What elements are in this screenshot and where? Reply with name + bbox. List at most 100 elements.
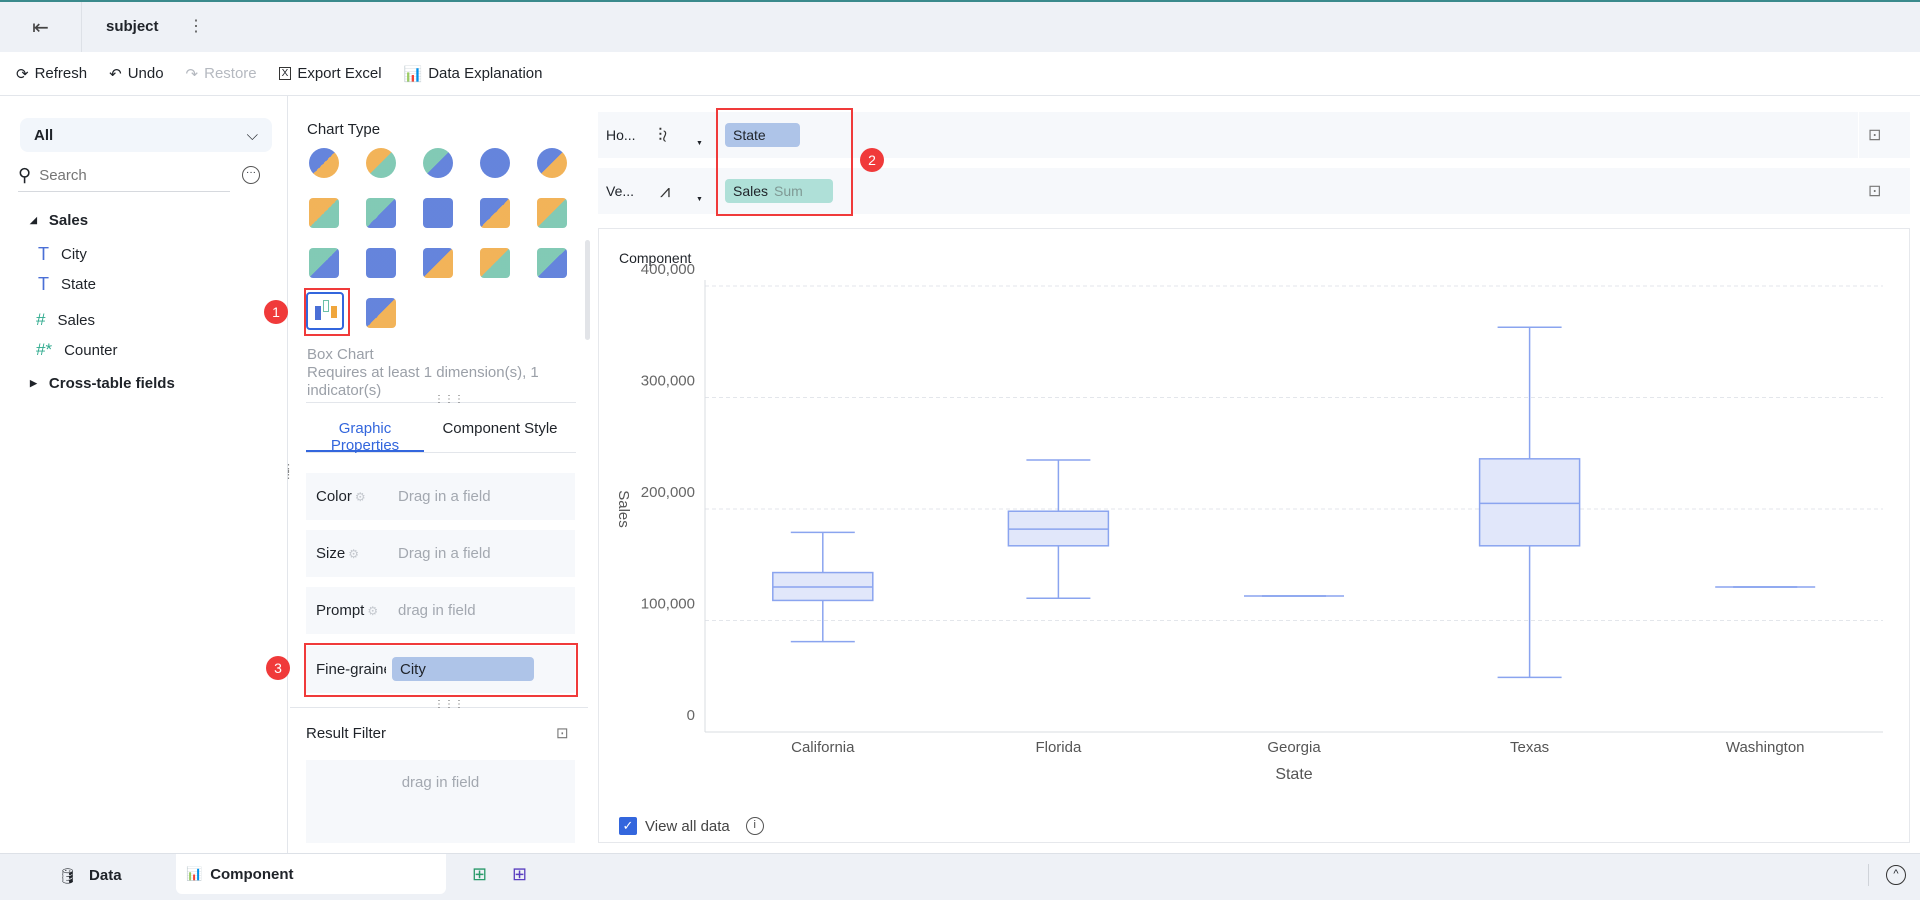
flow-map-chart-icon[interactable] [423, 198, 453, 228]
axis-type-icon[interactable]: ⫶≀ [658, 124, 667, 145]
table-dropdown[interactable]: All ⌵ [20, 118, 272, 152]
search-field[interactable]: ⚲ [18, 160, 230, 192]
undo-button[interactable]: ↶ Undo [109, 65, 163, 83]
color-drop-zone[interactable]: Color ⚙ Drag in a field [306, 473, 575, 520]
result-filter-drop-zone[interactable]: drag in field [306, 760, 575, 843]
point-map-chart-icon[interactable] [366, 198, 396, 228]
dropdown-caret-icon[interactable]: ▼ [696, 140, 703, 147]
tab-data[interactable]: 🛢 Data [58, 867, 122, 885]
pill-aggregation: Sum [774, 183, 803, 199]
tab-graphic-properties[interactable]: Graphic Properties [306, 417, 424, 454]
excel-icon: X [278, 67, 292, 80]
box-chart: 0 100,000 200,000 300,000 400,000 Sales State C… [615, 261, 1883, 783]
component-title: Component [619, 250, 692, 266]
text-field-icon: T [38, 274, 49, 294]
shelf-settings-icon[interactable]: ⊡ [1868, 127, 1882, 144]
region-map-chart-icon[interactable] [309, 198, 339, 228]
drag-handle-icon[interactable]: ⋮⋮⋮ [434, 394, 464, 405]
state-pill[interactable]: State [725, 123, 800, 147]
density-map-chart-icon[interactable] [537, 198, 567, 228]
annotation-box-3 [304, 643, 578, 697]
field-state[interactable]: T State [38, 274, 96, 295]
prop-label: Size [316, 545, 346, 562]
pie-chart-icon[interactable] [309, 148, 339, 178]
field-counter[interactable]: #* Counter [36, 340, 117, 360]
scatter-chart-icon[interactable] [480, 148, 510, 178]
collapse-triangle-icon: ◢ [30, 215, 37, 225]
add-component-icon[interactable]: ⊞ [472, 864, 488, 884]
text-field-icon: T [38, 244, 49, 264]
gear-icon[interactable]: ⚙ [367, 603, 379, 618]
checkbox-checked-icon[interactable]: ✓ [619, 817, 637, 835]
expand-triangle-icon: ▶ [30, 378, 37, 388]
rose-chart-icon[interactable] [423, 148, 453, 178]
tab-component-style[interactable]: Component Style [442, 420, 558, 437]
drag-handle-icon[interactable]: ⋮⋮⋮ [434, 699, 464, 710]
sales-pill[interactable]: Sales Sum [725, 179, 833, 203]
x-tick-label: Florida [1035, 739, 1082, 756]
heat-map-chart-icon[interactable] [480, 198, 510, 228]
x-tick-label: Georgia [1267, 739, 1321, 756]
data-explanation-button[interactable]: 📊 Data Explanation [404, 65, 543, 83]
prop-label: Fine-grained [316, 661, 386, 678]
field-label: Counter [64, 341, 118, 359]
group-sales[interactable]: ◢ Sales [30, 212, 88, 229]
search-input[interactable] [39, 167, 210, 184]
info-icon[interactable]: i [745, 817, 764, 835]
word-cloud-chart-icon[interactable] [480, 248, 510, 278]
refresh-button[interactable]: ⟳ Refresh [16, 65, 87, 83]
shelf-label: Ve... [606, 183, 635, 199]
x-tick-label: California [791, 739, 855, 756]
view-all-data[interactable]: ✓ View all data i [619, 817, 764, 835]
y-axis-title: Sales [615, 490, 632, 528]
prop-placeholder: drag in field [398, 602, 476, 619]
chart-explain-icon: 📊 [403, 65, 423, 83]
treemap-chart-icon[interactable] [423, 248, 453, 278]
shelf-settings-icon[interactable]: ⊡ [1868, 183, 1882, 200]
group-label: Sales [48, 212, 89, 229]
bubble-chart-icon[interactable] [537, 148, 567, 178]
field-city[interactable]: T City [38, 244, 87, 265]
size-drop-zone[interactable]: Size ⚙ Drag in a field [306, 530, 575, 577]
box-chart-chart-icon[interactable] [306, 292, 344, 330]
collapse-up-icon[interactable]: ^ [1886, 865, 1906, 885]
funnel-chart-icon[interactable] [537, 248, 567, 278]
view-all-label: View all data [645, 817, 730, 835]
horizontal-axis-shelf[interactable]: Ho... ⫶≀ ▼ State ⊡ [598, 112, 1910, 158]
export-excel-button[interactable]: X Export Excel [278, 65, 382, 82]
gear-icon[interactable]: ⚙ [354, 489, 366, 504]
tab-component[interactable]: 📊 Component [176, 854, 446, 894]
exit-icon[interactable]: ⇤ [0, 2, 82, 52]
y-tick-label: 100,000 [641, 596, 695, 613]
filter-settings-icon[interactable]: ⊡ [556, 725, 569, 742]
resize-handle[interactable]: ⋮ ⋮ [283, 463, 294, 481]
annotation-badge-3: 3 [266, 656, 290, 680]
fine-grained-drop-zone[interactable]: Fine-grained City [306, 646, 575, 693]
annotation-badge-1: 1 [264, 300, 288, 324]
export-label: Export Excel [297, 65, 382, 82]
list-chart-icon[interactable] [366, 248, 396, 278]
cross-table-fields[interactable]: ▶ Cross-table fields [30, 375, 175, 392]
more-vertical-icon[interactable]: ⋮ [188, 18, 204, 35]
top-bar: ⇤ subject ⋮ [0, 0, 1920, 52]
axis-type-icon[interactable]: ⩘ [660, 180, 671, 201]
database-icon: 🛢 [58, 868, 78, 885]
undo-icon: ↶ [109, 65, 122, 83]
prompt-drop-zone[interactable]: Prompt ⚙ drag in field [306, 587, 575, 634]
more-options-icon[interactable]: ··· [242, 166, 260, 184]
vertical-axis-shelf[interactable]: Ve... ⩘ ▼ Sales Sum ⊡ [598, 168, 1910, 214]
field-sales[interactable]: # Sales [36, 310, 95, 330]
restore-button[interactable]: ↷ Restore [186, 65, 257, 83]
scrollbar[interactable] [585, 240, 590, 340]
gear-icon[interactable]: ⚙ [348, 546, 359, 561]
multi-pie-chart-icon[interactable] [366, 148, 396, 178]
chart-type-label: Chart Type [307, 121, 381, 138]
ranking-list-chart-icon[interactable] [309, 248, 339, 278]
prop-placeholder: Drag in a field [398, 545, 491, 562]
dropdown-caret-icon[interactable]: ▼ [696, 196, 703, 203]
annotation-box-1 [304, 288, 350, 336]
add-table-icon[interactable]: ⊞ [512, 864, 528, 884]
prop-placeholder: Drag in a field [398, 488, 491, 505]
city-pill[interactable]: City [392, 657, 534, 681]
sankey-chart-icon[interactable] [366, 298, 396, 328]
